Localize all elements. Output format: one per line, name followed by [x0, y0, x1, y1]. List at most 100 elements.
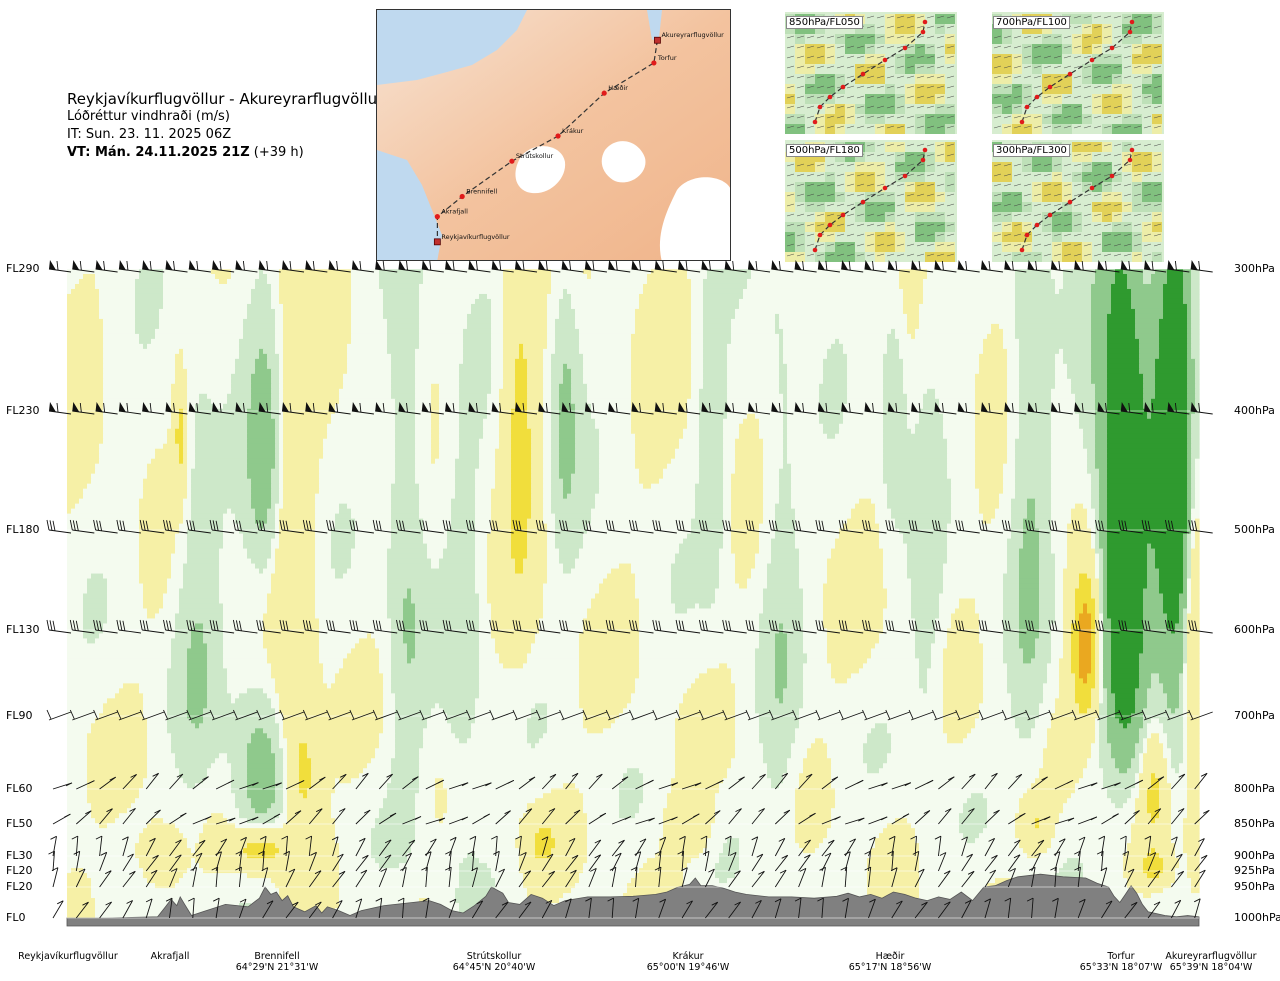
- w-cell: [1151, 543, 1184, 550]
- w-cell: [87, 483, 144, 490]
- w-cell: [983, 513, 996, 520]
- w-cell: [735, 718, 760, 724]
- w-cell: [787, 768, 804, 774]
- w-cell: [1195, 458, 1200, 465]
- w-cell: [1111, 678, 1140, 684]
- w-cell: [1103, 768, 1120, 774]
- w-cell: [1139, 353, 1160, 360]
- w-cell: [415, 828, 520, 834]
- w-cell: [347, 568, 388, 575]
- w-cell: [455, 888, 496, 894]
- w-cell: [631, 353, 692, 360]
- w-cell: [1015, 448, 1052, 455]
- w-cell: [275, 528, 280, 535]
- w-cell: [703, 348, 728, 355]
- w-cell: [667, 793, 716, 799]
- w-cell: [503, 368, 516, 375]
- w-cell: [587, 273, 592, 280]
- w-cell: [339, 888, 456, 894]
- w-cell: [1091, 743, 1100, 749]
- w-cell: [263, 628, 320, 635]
- w-cell: [387, 613, 404, 620]
- w-cell: [235, 803, 252, 809]
- w-cell: [907, 543, 948, 550]
- w-cell: [1103, 638, 1112, 645]
- w-cell: [939, 593, 1004, 600]
- w-cell: [475, 528, 492, 535]
- w-cell: [1011, 883, 1056, 889]
- w-cell: [1191, 353, 1200, 360]
- w-cell: [895, 818, 908, 824]
- w-cell: [1075, 603, 1084, 610]
- w-cell: [899, 283, 924, 290]
- w-cell: [279, 293, 352, 300]
- w-cell: [583, 713, 620, 719]
- w-cell: [1051, 398, 1076, 405]
- w-cell: [487, 533, 512, 540]
- w-cell: [803, 673, 832, 679]
- w-cell: [187, 708, 204, 714]
- w-cell: [1039, 773, 1084, 779]
- w-cell: [67, 868, 72, 874]
- w-cell: [1167, 778, 1188, 784]
- w-cell: [1107, 493, 1188, 500]
- w-cell: [523, 563, 548, 570]
- w-cell: [415, 433, 432, 440]
- w-cell: [1067, 558, 1096, 565]
- w-cell: [595, 493, 696, 500]
- w-cell: [279, 363, 284, 370]
- w-cell: [383, 293, 420, 300]
- w-cell: [1159, 578, 1184, 585]
- w-cell: [747, 578, 768, 585]
- w-cell: [559, 438, 576, 445]
- w-cell: [587, 813, 620, 819]
- w-cell: [499, 653, 528, 659]
- w-cell: [1143, 893, 1152, 899]
- w-cell: [167, 583, 184, 590]
- w-cell: [979, 498, 1000, 505]
- w-cell: [139, 498, 184, 505]
- w-cell: [395, 703, 436, 709]
- w-cell: [723, 463, 736, 470]
- w-cell: [1191, 568, 1200, 575]
- w-cell: [1163, 683, 1180, 689]
- w-cell: [251, 403, 272, 410]
- w-cell: [1191, 338, 1200, 345]
- w-cell: [1167, 768, 1176, 774]
- w-cell: [835, 903, 872, 909]
- w-cell: [627, 703, 680, 709]
- w-cell: [783, 623, 804, 630]
- w-cell: [415, 413, 432, 420]
- w-cell: [871, 498, 888, 505]
- w-cell: [387, 793, 416, 799]
- w-cell: [255, 358, 268, 365]
- w-cell: [983, 828, 1016, 834]
- w-cell: [1139, 683, 1152, 689]
- wind-barbs: [46, 260, 1213, 919]
- w-cell: [175, 358, 184, 365]
- w-cell: [1039, 768, 1084, 774]
- w-cell: [503, 298, 548, 305]
- w-cell: [139, 683, 168, 689]
- w-cell: [1183, 293, 1192, 300]
- w-cell: [711, 823, 796, 829]
- w-cell: [559, 393, 572, 400]
- w-cell: [347, 653, 380, 659]
- w-cell: [195, 623, 204, 630]
- w-cell: [1063, 863, 1084, 869]
- w-cell: [943, 578, 1004, 585]
- w-cell: [243, 538, 272, 545]
- w-cell: [735, 703, 756, 709]
- w-cell: [567, 288, 644, 295]
- w-cell: [91, 723, 148, 729]
- w-cell: [695, 678, 732, 684]
- w-cell: [1015, 468, 1052, 475]
- w-cell: [559, 898, 624, 904]
- w-cell: [1091, 473, 1100, 480]
- w-cell: [1131, 888, 1164, 894]
- w-cell: [1107, 793, 1132, 799]
- w-cell: [143, 828, 180, 834]
- w-cell: [351, 318, 388, 325]
- w-cell: [1067, 373, 1092, 380]
- w-cell: [975, 463, 1004, 470]
